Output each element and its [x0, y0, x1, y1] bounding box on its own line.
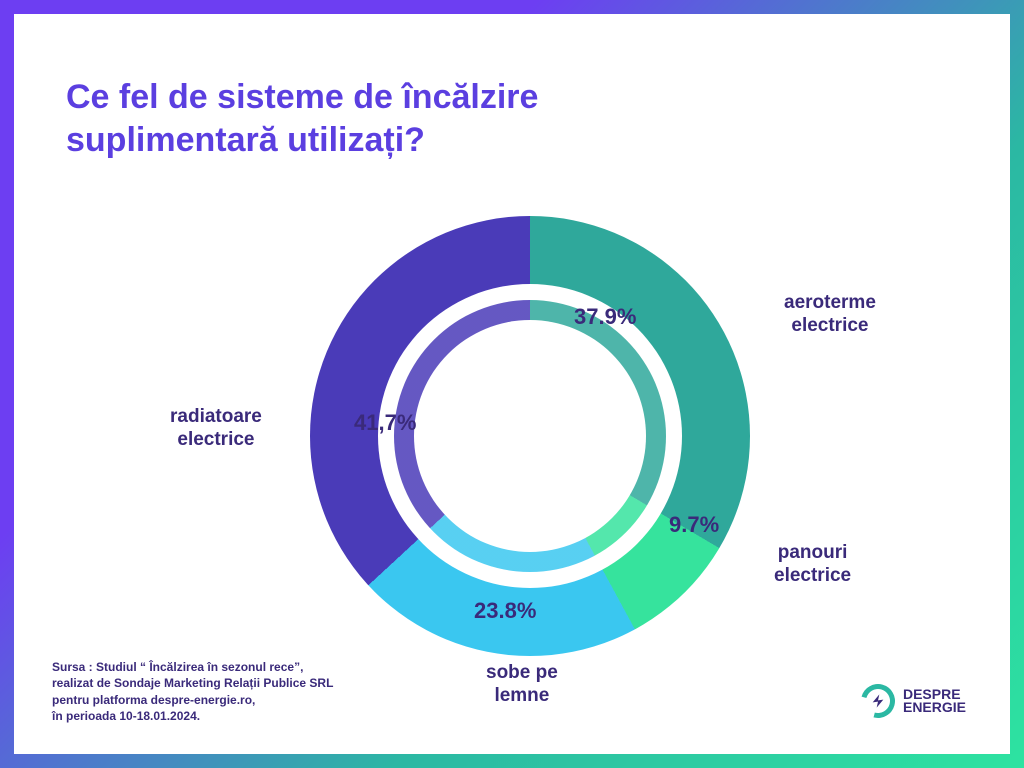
pct-aeroterme: 37.9% [574, 304, 636, 330]
card: Ce fel de sisteme de încălzire supliment… [14, 14, 1010, 754]
donut-hole [447, 353, 613, 519]
pct-panouri: 9.7% [669, 512, 719, 538]
brand-logo: DESPRE ENERGIE [861, 684, 966, 718]
logo-text-bottom: ENERGIE [903, 701, 966, 714]
logo-bolt-icon [866, 689, 890, 713]
label-sobe: sobe pelemne [486, 662, 558, 708]
logo-ring-icon [855, 678, 901, 724]
source-citation: Sursa : Studiul “ Încălzirea în sezonul … [52, 659, 333, 724]
gradient-frame: Ce fel de sisteme de încălzire supliment… [0, 0, 1024, 768]
chart-title: Ce fel de sisteme de încălzire supliment… [66, 76, 686, 161]
pct-sobe: 23.8% [474, 598, 536, 624]
logo-text: DESPRE ENERGIE [903, 688, 966, 715]
pct-radiatoare: 41,7% [354, 410, 416, 436]
donut-chart [310, 216, 750, 656]
label-panouri: panourielectrice [774, 542, 851, 588]
label-radiatoare: radiatoareelectrice [170, 406, 262, 452]
label-aeroterme: aerotermeelectrice [784, 292, 876, 338]
